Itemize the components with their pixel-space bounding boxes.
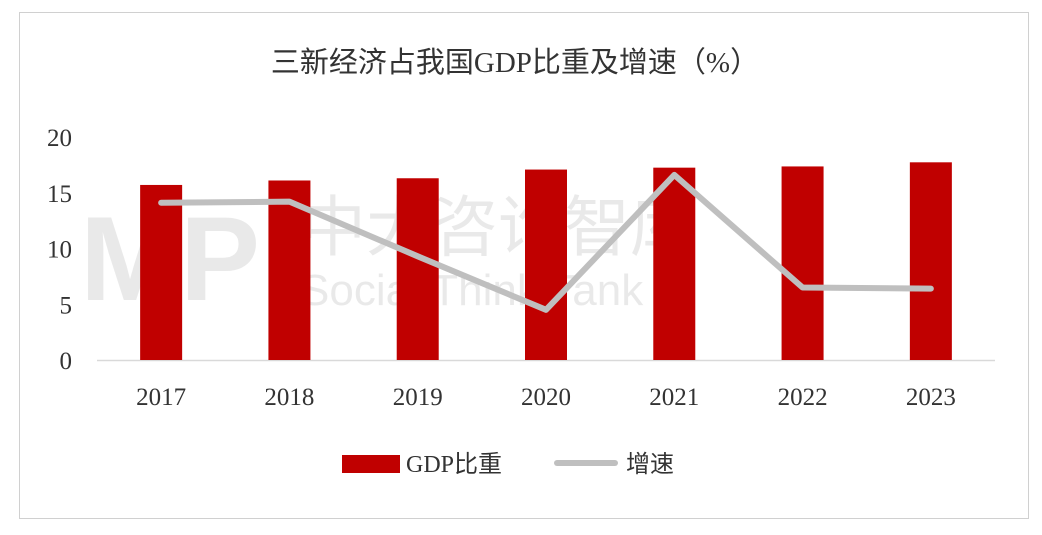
bar-2020 xyxy=(525,169,567,360)
y-tick-label: 10 xyxy=(47,237,72,264)
x-tick-label: 2018 xyxy=(264,384,314,411)
bar-2022 xyxy=(781,166,824,360)
y-tick-label: 5 xyxy=(60,292,73,319)
watermark-cn: 中大咨询智库 xyxy=(300,189,696,266)
x-tick-label: 2020 xyxy=(521,384,571,411)
legend-label-bar: GDP比重 xyxy=(406,451,502,478)
legend-label-line: 增速 xyxy=(626,451,674,478)
chart-frame xyxy=(19,12,1029,519)
bar-2019 xyxy=(396,178,439,360)
y-tick-label: 20 xyxy=(47,125,72,152)
legend-swatch-bar xyxy=(342,455,400,473)
y-tick-label: 0 xyxy=(60,348,73,375)
watermark-en: Social Think Tank xyxy=(300,266,644,315)
x-tick-label: 2021 xyxy=(649,384,699,411)
x-tick-label: 2023 xyxy=(906,384,956,411)
legend: GDP比重 增速 xyxy=(342,451,674,478)
x-tick-label: 2022 xyxy=(778,384,828,411)
y-tick-label: 15 xyxy=(47,181,72,208)
chart-title: 三新经济占我国GDP比重及增速（%） xyxy=(271,46,759,79)
x-tick-label: 2019 xyxy=(393,384,443,411)
bar-2021 xyxy=(653,167,696,360)
bar-2023 xyxy=(909,162,952,360)
bar-2017 xyxy=(140,184,183,360)
x-tick-label: 2017 xyxy=(136,384,186,411)
